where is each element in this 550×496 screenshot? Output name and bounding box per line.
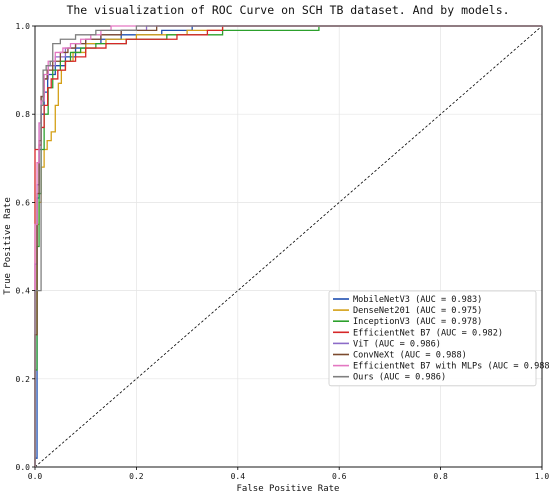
- y-tick-label: 0.2: [16, 375, 31, 384]
- x-axis-ticks: 0.0 0.2 0.4 0.6 0.8 1.0: [28, 467, 550, 481]
- y-axis-label: True Positive Rate: [3, 197, 13, 295]
- legend-entry: DenseNet201 (AUC = 0.975): [353, 306, 482, 316]
- x-tick-label: 0.0: [28, 472, 43, 481]
- x-tick-label: 0.6: [332, 472, 347, 481]
- x-tick-label: 0.4: [231, 472, 246, 481]
- roc-line-series-2: [34, 25, 542, 467]
- legend-entry: EfficientNet B7 (AUC = 0.982): [353, 328, 503, 338]
- legend-entry: MobileNetV3 (AUC = 0.983): [353, 295, 482, 305]
- legend-entry: EfficientNet B7 with MLPs (AUC = 0.988): [353, 362, 550, 372]
- chance-diagonal: [34, 25, 543, 468]
- roc-line-series-8: [34, 25, 542, 467]
- roc-line-series-7: [34, 25, 542, 467]
- legend-entry: Ours (AUC = 0.986): [353, 373, 446, 383]
- y-tick-label: 0.8: [16, 110, 31, 119]
- chart-title: The visualization of ROC Curve on SCH TB…: [66, 3, 509, 17]
- x-tick-label: 0.2: [129, 472, 144, 481]
- y-axis-ticks: 0.0 0.2 0.4 0.6 0.8 1.0: [16, 22, 35, 472]
- x-axis-label: False Positive Rate: [237, 484, 340, 494]
- y-tick-label: 0.0: [16, 463, 31, 472]
- roc-series: [34, 25, 542, 467]
- legend-entry: ViT (AUC = 0.986): [353, 339, 441, 349]
- legend-entry: ConvNeXt (AUC = 0.988): [353, 351, 467, 361]
- legend-entry: InceptionV3 (AUC = 0.978): [353, 317, 482, 327]
- legend-box: [328, 290, 537, 387]
- y-tick-label: 0.4: [16, 287, 31, 296]
- legend: MobileNetV3 (AUC = 0.983)DenseNet201 (AU…: [328, 290, 550, 387]
- x-tick-label: 0.8: [433, 472, 448, 481]
- x-tick-label: 1.0: [535, 472, 550, 481]
- y-tick-label: 1.0: [16, 22, 31, 31]
- y-tick-label: 0.6: [16, 198, 31, 207]
